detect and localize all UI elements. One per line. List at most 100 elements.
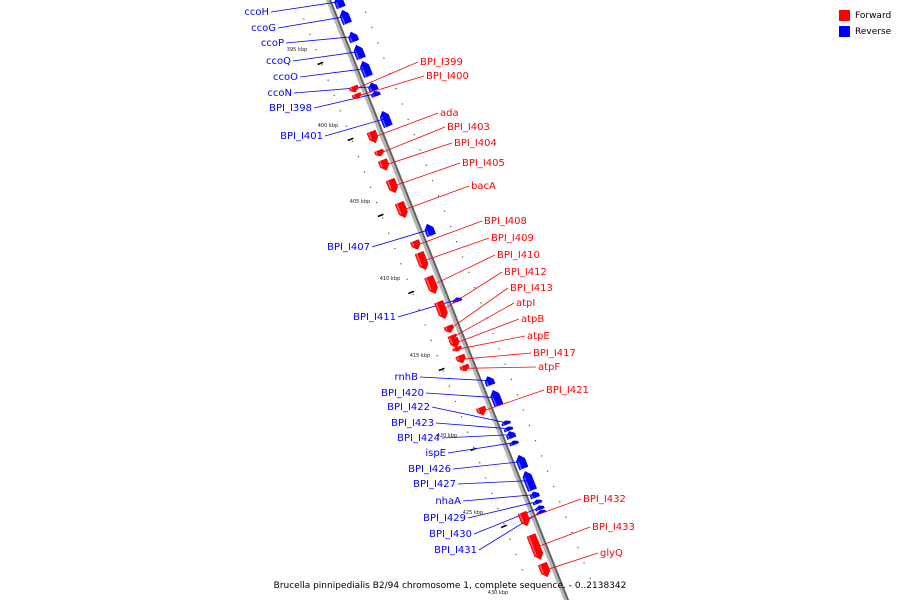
gene-arrow [516, 454, 529, 471]
gene-bpi-i422: BPI_I422 [387, 402, 512, 427]
ruler-dot [315, 48, 317, 51]
ruler-dot [454, 400, 457, 403]
gene-label: ccoQ [266, 56, 291, 67]
ruler-dot [559, 501, 561, 503]
gene-label: BPI_I429 [423, 513, 466, 524]
ruler-dot [413, 133, 415, 136]
ruler-dot [425, 164, 428, 166]
gene-arrow [379, 110, 393, 129]
gene-ccoh: ccoH [244, 0, 346, 18]
gene-arrow [503, 426, 514, 433]
gene-highlight [504, 429, 508, 432]
gene-arrow [394, 200, 408, 219]
ruler-dot [462, 256, 464, 258]
gene-arrow [452, 345, 462, 352]
ruler-dot [534, 439, 537, 442]
gene-label: BPI_I411 [353, 312, 396, 323]
gene-bpi-i403: BPI_I403 [374, 122, 490, 157]
ruler-dot [449, 225, 452, 228]
tick-label: 425 kbp [463, 510, 483, 516]
gene-arrow [377, 158, 390, 171]
ruler-dot [577, 547, 579, 549]
ruler-dot [516, 394, 519, 396]
ruler-dot [443, 210, 446, 212]
ruler-dot [351, 140, 354, 143]
gene-arrow [385, 177, 398, 194]
gene-highlight [444, 326, 448, 331]
label-connector [452, 302, 515, 338]
gene-label: BPI_I433 [592, 522, 635, 533]
gene-arrow [409, 239, 421, 250]
ruler-dot [492, 332, 494, 335]
gene-arrow [532, 499, 543, 506]
gene-label: atpF [538, 362, 560, 373]
ruler-dot [371, 26, 373, 29]
gene-atpe: atpE [452, 331, 550, 352]
gene-bpi-i429: BPI_I429 [423, 499, 543, 524]
tick-label: 430 kbp [488, 590, 508, 596]
gene-bpi-i423: BPI_I423 [391, 418, 514, 433]
gene-highlight [485, 381, 489, 387]
gene-ccog: ccoG [251, 9, 352, 34]
gene-highlight [448, 336, 451, 339]
ruler-dot [407, 118, 409, 121]
gene-arrow [374, 148, 385, 157]
ruler-dot [400, 263, 402, 265]
gene-bpi-i400: BPI_I400 [351, 71, 469, 99]
ruler-dot [504, 363, 506, 365]
ruler-dot [377, 42, 379, 44]
ruler-dot [412, 293, 414, 296]
label-connector [441, 271, 503, 311]
gene-highlight [507, 435, 510, 440]
tick-label: 405 kbp [350, 199, 370, 205]
gene-bpi-i398: BPI_I398 [269, 91, 381, 114]
gene-highlight [435, 302, 442, 316]
gene-label: ccoH [244, 7, 269, 18]
label-connector [544, 552, 599, 571]
gene-bpi-i412: BPI_I412 [434, 267, 547, 320]
ruler-dot [503, 523, 505, 525]
ruler-dot [394, 247, 396, 250]
ruler-dot [418, 309, 420, 311]
gene-label: BPI_I413 [510, 283, 553, 294]
label-connector [431, 254, 496, 286]
ruler-dot [521, 569, 523, 571]
gene-bpi-i405: BPI_I405 [385, 158, 505, 194]
gene-bpi-i421: BPI_I421 [475, 385, 589, 416]
ruler-dot [448, 385, 451, 387]
gene-bpi-i420: BPI_I420 [381, 388, 504, 408]
gene-ada: ada [366, 108, 459, 144]
gene-highlight [369, 87, 373, 92]
tick-mark [347, 137, 354, 142]
gene-bpi-i408: BPI_I408 [409, 216, 527, 250]
gene-highlight [502, 423, 505, 426]
ruler-dot [357, 156, 360, 158]
gene-label: BPI_I403 [447, 122, 490, 133]
gene-arrow [366, 129, 379, 144]
gene-label: glyQ [600, 548, 623, 559]
tick-label: 415 kbp [410, 353, 430, 359]
label-connector [464, 366, 537, 369]
legend-item-forward: Forward [839, 8, 891, 23]
ruler-dot [327, 79, 329, 81]
gene-arrow [353, 44, 366, 61]
gene-arrow [348, 84, 359, 93]
label-connector [467, 501, 538, 519]
tick-label: 420 kbp [437, 433, 457, 439]
ruler-dot [430, 339, 432, 342]
gene-label: BPI_I431 [434, 545, 477, 556]
label-connector [461, 352, 532, 360]
tick-mark [500, 524, 507, 529]
ruler-dot [442, 370, 445, 372]
tick-label: 410 kbp [380, 276, 400, 282]
gene-bpi-i427: BPI_I427 [413, 471, 537, 492]
ruler-dot [363, 171, 366, 173]
gene-label: atpB [521, 314, 544, 325]
ruler-dot [345, 125, 348, 127]
label-connector [384, 142, 453, 166]
gene-bpi-i401: BPI_I401 [280, 110, 393, 142]
gene-arrow [351, 92, 362, 99]
ruler-dot [388, 232, 390, 234]
ruler-dot [479, 462, 481, 464]
label-connector [473, 507, 540, 535]
